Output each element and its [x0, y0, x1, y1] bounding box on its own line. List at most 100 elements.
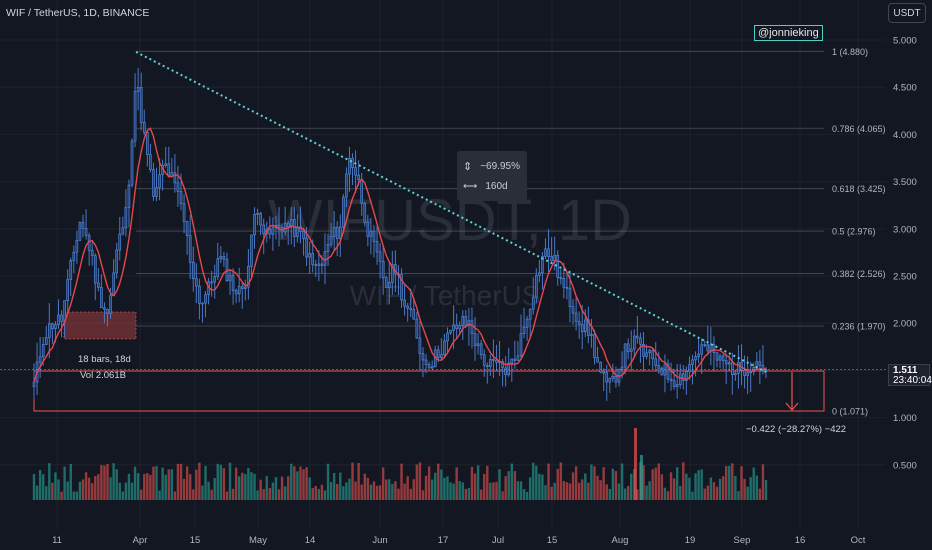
candle-body	[473, 333, 477, 347]
volume-bar	[339, 472, 342, 500]
volume-bar	[602, 467, 605, 500]
volume-bar	[57, 479, 60, 500]
volume-bar	[388, 479, 391, 500]
candle-body	[158, 174, 161, 188]
volume-bar	[434, 472, 437, 500]
volume-bar	[277, 489, 281, 500]
volume-bar	[449, 482, 452, 500]
volume-bar	[703, 488, 706, 500]
candle-body	[293, 219, 296, 237]
candle-body	[421, 353, 425, 361]
candle-body	[599, 361, 602, 373]
date-tick: Jun	[372, 535, 387, 546]
volume-bar	[525, 491, 529, 500]
range-box	[33, 370, 825, 412]
volume-bar	[167, 469, 170, 500]
candle-body	[562, 278, 566, 288]
candle-body	[360, 179, 364, 204]
volume-bar	[121, 491, 125, 500]
volume-bar	[516, 481, 520, 500]
volume-bar	[559, 462, 562, 500]
price-tick: 0.500	[893, 460, 917, 471]
candle-body	[146, 132, 149, 155]
volume-bar	[519, 481, 523, 500]
volume-bar	[222, 468, 226, 500]
candle-body	[387, 281, 391, 288]
candle-body	[90, 250, 94, 256]
candle-body	[375, 241, 379, 253]
volume-bar	[112, 463, 115, 500]
currency-button[interactable]: USDT	[888, 3, 926, 23]
volume-bar	[645, 485, 648, 500]
volume-bar	[764, 480, 768, 500]
candle-body	[452, 324, 455, 331]
candle-body	[547, 248, 550, 257]
volume-bar	[648, 481, 651, 500]
volume-bar	[630, 473, 633, 500]
volume-bar	[189, 474, 192, 500]
volume-bar	[675, 467, 679, 500]
candle-body	[639, 337, 642, 345]
volume-bar	[430, 479, 434, 500]
volume-bar	[672, 478, 676, 500]
volume-bar	[35, 485, 39, 500]
volume-bar	[470, 466, 474, 500]
volume-bar	[72, 491, 76, 500]
candle-body	[185, 221, 189, 236]
volume-bar	[342, 486, 345, 500]
candle-body	[403, 299, 406, 307]
price-tick: 2.500	[893, 272, 917, 283]
volume-bar	[528, 477, 532, 500]
volume-bar	[152, 466, 155, 500]
volume-bar	[378, 485, 382, 500]
candle-body	[574, 312, 578, 322]
volume-bar	[712, 482, 716, 500]
candle-body	[130, 140, 134, 186]
volume-bar	[271, 482, 275, 500]
candle-body	[611, 375, 615, 379]
date-tick: Sep	[734, 535, 751, 546]
volume-bar	[752, 467, 755, 500]
candle-body	[703, 344, 707, 347]
volume-bar	[250, 472, 253, 500]
volume-bar	[461, 482, 464, 500]
date-range-icon: ⟷	[463, 181, 478, 192]
volume-bar	[666, 491, 670, 500]
candle-body	[299, 226, 302, 232]
date-tick: 14	[305, 535, 316, 546]
candle-body	[311, 253, 315, 265]
candle-body	[706, 344, 710, 352]
volume-bar	[280, 476, 284, 500]
volume-bar	[63, 466, 66, 500]
candle-body	[672, 380, 676, 388]
date-tick: Apr	[133, 535, 148, 546]
volume-bar	[381, 467, 385, 500]
volume-bar	[94, 476, 97, 500]
volume-bar	[354, 481, 357, 500]
volume-bar	[179, 463, 183, 500]
candle-body	[596, 357, 599, 363]
candle-body	[372, 230, 376, 242]
candle-body	[317, 263, 321, 266]
candle-body	[225, 258, 229, 281]
volume-bar	[345, 482, 348, 500]
candle-body	[731, 362, 734, 375]
volume-bar	[688, 477, 691, 500]
volume-bar	[391, 483, 394, 500]
candle-body	[201, 302, 204, 305]
candle-body	[66, 279, 69, 301]
candle-body	[133, 91, 137, 142]
candle-body	[286, 222, 290, 228]
volume-bar	[115, 469, 118, 500]
candle-body	[78, 221, 82, 241]
fib-label: 0.5 (2.976)	[832, 227, 876, 237]
volume-bar	[640, 455, 643, 500]
candle-body	[455, 324, 458, 329]
candle-body	[179, 191, 183, 205]
volume-bar	[51, 482, 54, 500]
volume-bar	[385, 479, 388, 500]
candle-body	[237, 286, 241, 295]
volume-bar	[611, 468, 615, 500]
candle-body	[654, 358, 658, 366]
